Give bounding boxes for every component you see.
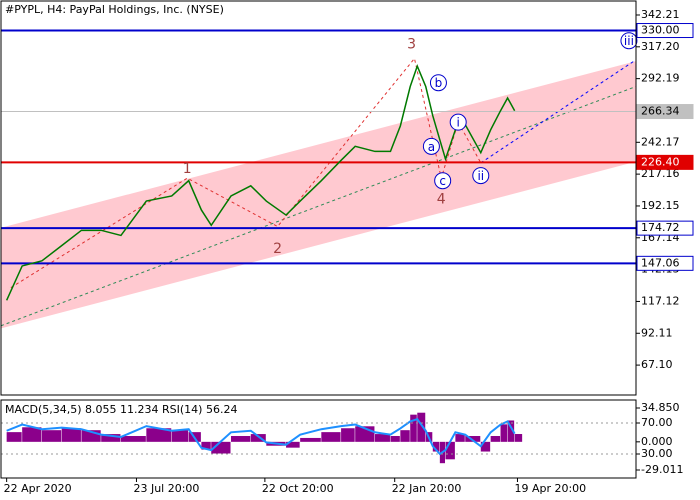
macd-bar [41, 430, 62, 442]
level-label: 330.00 [641, 24, 680, 37]
macd-bar [201, 441, 211, 450]
wave-label: 1 [183, 161, 192, 177]
y-tick-label: 67.10 [641, 358, 673, 371]
wave-label: 3 [407, 36, 416, 52]
macd-bar [514, 434, 523, 442]
wave-label: iii [624, 34, 634, 48]
y-tick-label: 217.16 [641, 167, 680, 180]
macd-bar [146, 428, 172, 442]
macd-bar [231, 436, 251, 442]
macd-bar [6, 432, 22, 442]
wave-label: c [439, 174, 446, 188]
level-label-box [636, 255, 694, 271]
wave-label: ii [477, 169, 484, 183]
level-label: 226.40 [641, 155, 680, 168]
level-label: 266.34 [641, 105, 680, 118]
x-tick-label: 19 Apr 20:00 [514, 482, 586, 495]
wave-circle [620, 32, 638, 50]
rsi-line [6, 417, 516, 456]
macd-bar [490, 436, 501, 442]
macd-bar [445, 441, 455, 460]
wave-circle [429, 74, 447, 92]
wave-circle [422, 137, 440, 155]
wave-label: i [457, 116, 460, 130]
macd-bar [250, 434, 266, 442]
level-label-box [636, 154, 694, 170]
x-tick-label: 22 Oct 20:00 [262, 482, 334, 495]
macd-bar [81, 430, 101, 442]
wave-circle [449, 113, 467, 131]
y-tick-label: -29.011 [641, 463, 683, 476]
macd-bar [400, 430, 410, 442]
price-channel [1, 61, 636, 329]
wave-label: 2 [273, 241, 282, 257]
macd-bar [500, 424, 508, 442]
indicator-title: MACD(5,34,5) 8.055 11.234 RSI(14) 56.24 [5, 403, 237, 416]
macd-bar [171, 430, 189, 442]
macd-bar [22, 427, 42, 442]
wave-label: a [428, 140, 435, 154]
macd-bar [465, 436, 481, 442]
trend-line [480, 59, 637, 164]
macd-bar [120, 436, 146, 442]
x-tick-label: 23 Jul 20:00 [133, 482, 199, 495]
macd-bar [101, 434, 121, 442]
y-tick-label: 0.000 [641, 435, 673, 448]
y-tick-label: 292.19 [641, 72, 680, 85]
x-tick-label: 22 Jan 20:00 [392, 482, 462, 495]
macd-bar [507, 420, 515, 442]
y-tick-label: 30.00 [641, 447, 673, 460]
y-tick-label: 92.11 [641, 326, 673, 339]
wave-circle [472, 167, 490, 185]
macd-bar [211, 441, 231, 454]
macd-bar [417, 412, 426, 442]
macd-bar [390, 436, 400, 442]
level-label: 147.06 [641, 256, 680, 269]
level-label-box [636, 23, 694, 39]
level-label-box [636, 104, 694, 120]
macd-bar [480, 441, 491, 452]
y-tick-label: 317.20 [641, 40, 680, 53]
macd-bar [61, 428, 81, 442]
level-label: 174.72 [641, 221, 680, 234]
macd-bar [321, 432, 341, 442]
y-tick-label: 117.12 [641, 294, 680, 307]
y-tick-label: 242.17 [641, 135, 680, 148]
chart-title: #PYPL, H4: PayPal Holdings, Inc. (NYSE) [5, 3, 224, 16]
x-tick-label: 22 Apr 2020 [4, 482, 72, 495]
macd-bar [410, 414, 417, 442]
wave-label: 4 [437, 192, 446, 208]
macd-bar [432, 441, 440, 452]
macd-bar [300, 437, 321, 442]
y-tick-label: 34.850 [641, 401, 680, 414]
level-label-box [636, 220, 694, 236]
trend-line [0, 86, 637, 327]
wave-circle [434, 172, 452, 190]
y-tick-label: 192.15 [641, 199, 680, 212]
panel-frame [0, 399, 637, 479]
panel-frame [0, 0, 637, 396]
wave-label: b [435, 76, 443, 90]
macd-bar [341, 428, 355, 442]
macd-bar [374, 434, 390, 442]
y-tick-label: 342.21 [641, 8, 680, 21]
macd-bar [286, 441, 300, 448]
y-tick-label: 70.00 [641, 416, 673, 429]
macd-bar [455, 434, 465, 442]
